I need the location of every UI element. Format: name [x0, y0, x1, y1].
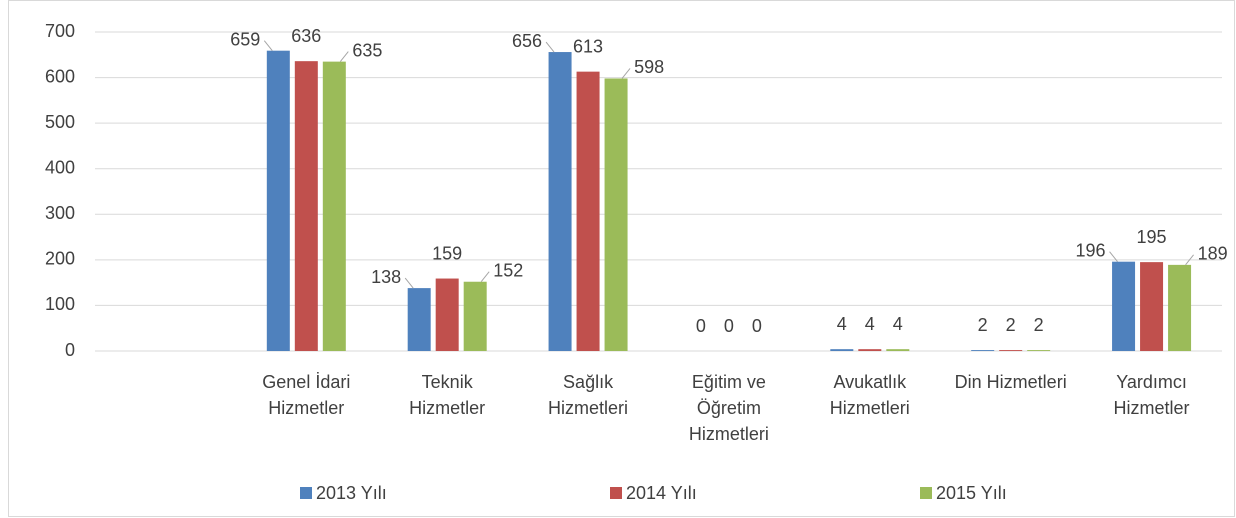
bar — [576, 71, 600, 351]
data-label: 196 — [1076, 240, 1106, 260]
bar — [294, 61, 318, 352]
y-tick-label: 300 — [45, 203, 75, 223]
bar — [548, 52, 572, 352]
data-label: 4 — [837, 314, 847, 334]
data-label: 4 — [865, 314, 875, 334]
y-tick-label: 400 — [45, 157, 75, 177]
legend-label: 2014 Yılı — [626, 483, 697, 503]
legend-label: 2013 Yılı — [316, 483, 387, 503]
data-label: 2 — [978, 315, 988, 335]
bar — [999, 350, 1023, 351]
y-tick-label: 0 — [65, 340, 75, 360]
bar — [407, 288, 431, 351]
x-tick-label: Din Hizmetleri — [955, 372, 1067, 392]
leader-line — [621, 68, 631, 79]
data-label: 0 — [752, 316, 762, 336]
x-tick-label: Yardımcı Hizmetler — [1114, 372, 1190, 418]
y-tick-label: 200 — [45, 249, 75, 269]
x-tick-label: Genel İdari Hizmetler — [262, 372, 350, 418]
data-label: 2 — [1006, 315, 1016, 335]
bar — [322, 61, 346, 351]
data-label: 613 — [573, 36, 603, 56]
leader-line — [404, 277, 414, 289]
data-label: 4 — [893, 314, 903, 334]
y-tick-label: 600 — [45, 66, 75, 86]
data-label: 2 — [1034, 315, 1044, 335]
x-tick-label: Avukatlık Hizmetleri — [830, 372, 910, 418]
leader-line — [480, 271, 490, 283]
x-tick-label: Eğitim ve Öğretim Hizmetleri — [689, 372, 769, 444]
data-label: 138 — [371, 267, 401, 287]
leader-line — [263, 40, 273, 51]
bar — [1140, 262, 1164, 351]
legend-swatch — [610, 487, 622, 499]
bar — [435, 278, 459, 351]
bar — [1112, 261, 1136, 351]
data-label: 659 — [230, 29, 260, 49]
bar — [463, 281, 487, 351]
data-label: 195 — [1137, 227, 1167, 247]
data-label: 159 — [432, 243, 462, 263]
bar — [971, 350, 995, 351]
bar — [266, 50, 290, 351]
data-label: 152 — [493, 260, 523, 280]
data-label: 0 — [724, 316, 734, 336]
x-tick-label: Sağlık Hizmetleri — [548, 372, 628, 418]
bar — [1168, 264, 1192, 351]
y-tick-label: 500 — [45, 112, 75, 132]
x-tick-label: Teknik Hizmetler — [409, 372, 485, 418]
leader-line — [1109, 251, 1118, 262]
leader-line — [339, 51, 349, 62]
bar — [858, 349, 882, 351]
data-label: 189 — [1198, 244, 1228, 264]
y-tick-label: 700 — [45, 21, 75, 41]
bar — [1027, 350, 1051, 351]
data-label: 0 — [696, 316, 706, 336]
bar — [604, 78, 628, 352]
bar — [830, 349, 854, 351]
legend-label: 2015 Yılı — [936, 483, 1007, 503]
legend-swatch — [920, 487, 932, 499]
data-label: 636 — [291, 26, 321, 46]
y-tick-label: 100 — [45, 294, 75, 314]
data-label: 635 — [352, 40, 382, 60]
leader-line — [545, 41, 555, 53]
data-label: 656 — [512, 31, 542, 51]
legend-swatch — [300, 487, 312, 499]
bar — [886, 349, 910, 351]
leader-line — [1185, 254, 1194, 266]
data-label: 598 — [634, 57, 664, 77]
